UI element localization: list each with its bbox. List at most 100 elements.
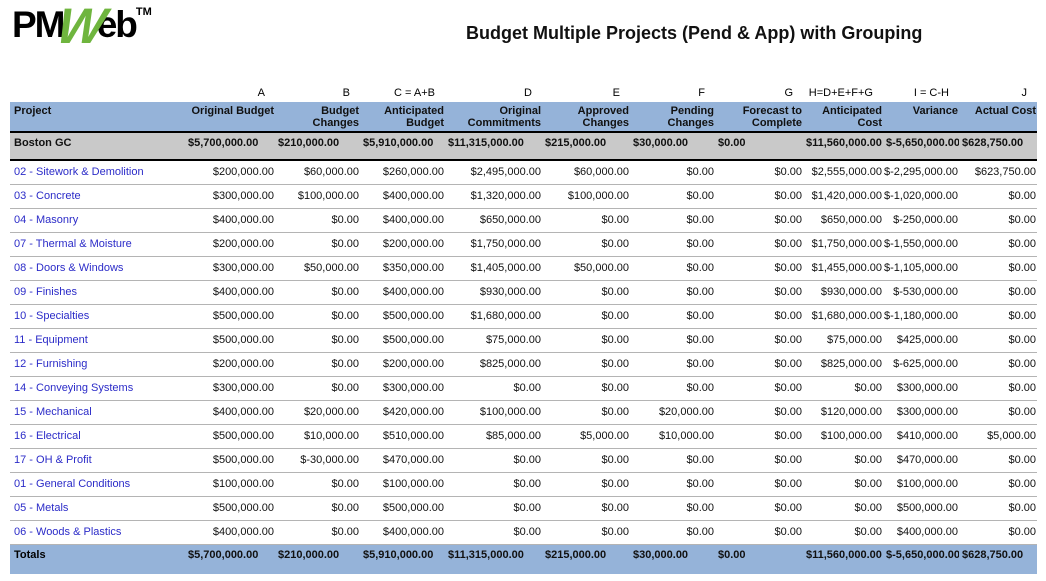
amount-cell: $0.00 xyxy=(959,376,1037,401)
amount-cell: $0.00 xyxy=(803,472,883,497)
formula-label: I = C-H xyxy=(913,87,949,99)
logo-text-eb: eb xyxy=(96,4,138,45)
amount-cell: $0.00 xyxy=(542,400,630,425)
amount-cell: $0.00 xyxy=(275,472,360,497)
table-row: 16 - Electrical $500,000.00 $10,000.00 $510… xyxy=(10,424,1037,449)
amount-cell: $0.00 xyxy=(715,448,803,473)
logo-trademark: TM xyxy=(135,6,152,18)
amount-cell: $0.00 xyxy=(715,328,803,353)
amount-cell: $1,320,000.00 xyxy=(445,184,542,209)
column-header: Pending Changes xyxy=(630,102,715,133)
amount-cell: $50,000.00 xyxy=(542,256,630,281)
amount-cell: $10,000.00 xyxy=(275,424,360,449)
group-amount-cell: $628,750.00 xyxy=(959,132,1037,161)
amount-cell: $10,000.00 xyxy=(630,424,715,449)
totals-amount-cell: $0.00 xyxy=(715,543,803,574)
project-link[interactable]: 15 - Mechanical xyxy=(10,400,185,425)
amount-cell: $0.00 xyxy=(630,208,715,233)
amount-cell: $0.00 xyxy=(630,184,715,209)
project-link[interactable]: 16 - Electrical xyxy=(10,424,185,449)
amount-cell: $0.00 xyxy=(630,448,715,473)
project-link[interactable]: 07 - Thermal & Moisture xyxy=(10,232,185,257)
project-link[interactable]: 04 - Masonry xyxy=(10,208,185,233)
amount-cell: $0.00 xyxy=(959,400,1037,425)
amount-cell: $0.00 xyxy=(959,208,1037,233)
amount-cell: $120,000.00 xyxy=(803,400,883,425)
formula-label: D xyxy=(524,87,532,99)
amount-cell: $0.00 xyxy=(542,376,630,401)
amount-cell: $0.00 xyxy=(445,376,542,401)
project-link[interactable]: 14 - Conveying Systems xyxy=(10,376,185,401)
amount-cell: $-625,000.00 xyxy=(883,352,959,377)
amount-cell: $500,000.00 xyxy=(883,496,959,521)
project-link[interactable]: 10 - Specialties xyxy=(10,304,185,329)
amount-cell: $300,000.00 xyxy=(360,376,445,401)
amount-cell: $0.00 xyxy=(630,280,715,305)
amount-cell: $0.00 xyxy=(542,352,630,377)
project-link[interactable]: 02 - Sitework & Demolition xyxy=(10,160,185,185)
table-row: 04 - Masonry $400,000.00 $0.00 $400,000.00 $… xyxy=(10,208,1037,233)
project-link[interactable]: 11 - Equipment xyxy=(10,328,185,353)
amount-cell: $0.00 xyxy=(715,496,803,521)
logo-w-swoosh: W xyxy=(52,0,106,54)
amount-cell: $0.00 xyxy=(803,520,883,545)
amount-cell: $100,000.00 xyxy=(883,472,959,497)
amount-cell: $420,000.00 xyxy=(360,400,445,425)
amount-cell: $200,000.00 xyxy=(185,160,275,185)
group-amount-cell: $5,700,000.00 xyxy=(185,132,275,161)
amount-cell: $0.00 xyxy=(715,160,803,185)
amount-cell: $0.00 xyxy=(715,376,803,401)
amount-cell: $410,000.00 xyxy=(883,424,959,449)
amount-cell: $930,000.00 xyxy=(803,280,883,305)
table-row: 07 - Thermal & Moisture $200,000.00 $0.00 $… xyxy=(10,232,1037,257)
formula-label: J xyxy=(1021,87,1028,99)
amount-cell: $0.00 xyxy=(959,352,1037,377)
project-link[interactable]: 05 - Metals xyxy=(10,496,185,521)
project-link[interactable]: 06 - Woods & Plastics xyxy=(10,520,185,545)
totals-amount-cell: $11,315,000.00 xyxy=(445,543,542,574)
group-amount-cell: $215,000.00 xyxy=(542,132,630,161)
amount-cell: $0.00 xyxy=(715,184,803,209)
amount-cell: $0.00 xyxy=(803,448,883,473)
amount-cell: $0.00 xyxy=(715,352,803,377)
project-link[interactable]: 17 - OH & Profit xyxy=(10,448,185,473)
table-row: 14 - Conveying Systems $300,000.00 $0.00 $3… xyxy=(10,376,1037,401)
amount-cell: $0.00 xyxy=(542,448,630,473)
formula-label: C = A+B xyxy=(394,87,435,99)
group-amount-cell: $-5,650,000.00 xyxy=(883,132,959,161)
amount-cell: $0.00 xyxy=(542,328,630,353)
amount-cell: $0.00 xyxy=(630,328,715,353)
amount-cell: $0.00 xyxy=(959,472,1037,497)
amount-cell: $0.00 xyxy=(542,472,630,497)
amount-cell: $0.00 xyxy=(715,520,803,545)
project-link[interactable]: 03 - Concrete xyxy=(10,184,185,209)
project-link[interactable]: 08 - Doors & Windows xyxy=(10,256,185,281)
amount-cell: $100,000.00 xyxy=(360,472,445,497)
amount-cell: $1,750,000.00 xyxy=(445,232,542,257)
amount-cell: $0.00 xyxy=(542,520,630,545)
amount-cell: $0.00 xyxy=(715,472,803,497)
table-row: 03 - Concrete $300,000.00 $100,000.00 $400,… xyxy=(10,184,1037,209)
amount-cell: $0.00 xyxy=(275,232,360,257)
project-link[interactable]: 01 - General Conditions xyxy=(10,472,185,497)
amount-cell: $0.00 xyxy=(542,232,630,257)
project-link[interactable]: 12 - Furnishing xyxy=(10,352,185,377)
amount-cell: $-530,000.00 xyxy=(883,280,959,305)
amount-cell: $0.00 xyxy=(275,328,360,353)
amount-cell: $0.00 xyxy=(630,520,715,545)
page-title: Budget Multiple Projects (Pend & App) wi… xyxy=(466,23,923,43)
amount-cell: $75,000.00 xyxy=(445,328,542,353)
amount-cell: $500,000.00 xyxy=(360,496,445,521)
amount-cell: $0.00 xyxy=(715,256,803,281)
amount-cell: $500,000.00 xyxy=(360,328,445,353)
amount-cell: $100,000.00 xyxy=(445,400,542,425)
project-link[interactable]: 09 - Finishes xyxy=(10,280,185,305)
amount-cell: $400,000.00 xyxy=(185,208,275,233)
amount-cell: $100,000.00 xyxy=(803,424,883,449)
amount-cell: $0.00 xyxy=(715,280,803,305)
amount-cell: $60,000.00 xyxy=(542,160,630,185)
table-row: 02 - Sitework & Demolition $200,000.00 $60… xyxy=(10,160,1037,185)
totals-amount-cell: $11,560,000.00 xyxy=(803,543,883,574)
